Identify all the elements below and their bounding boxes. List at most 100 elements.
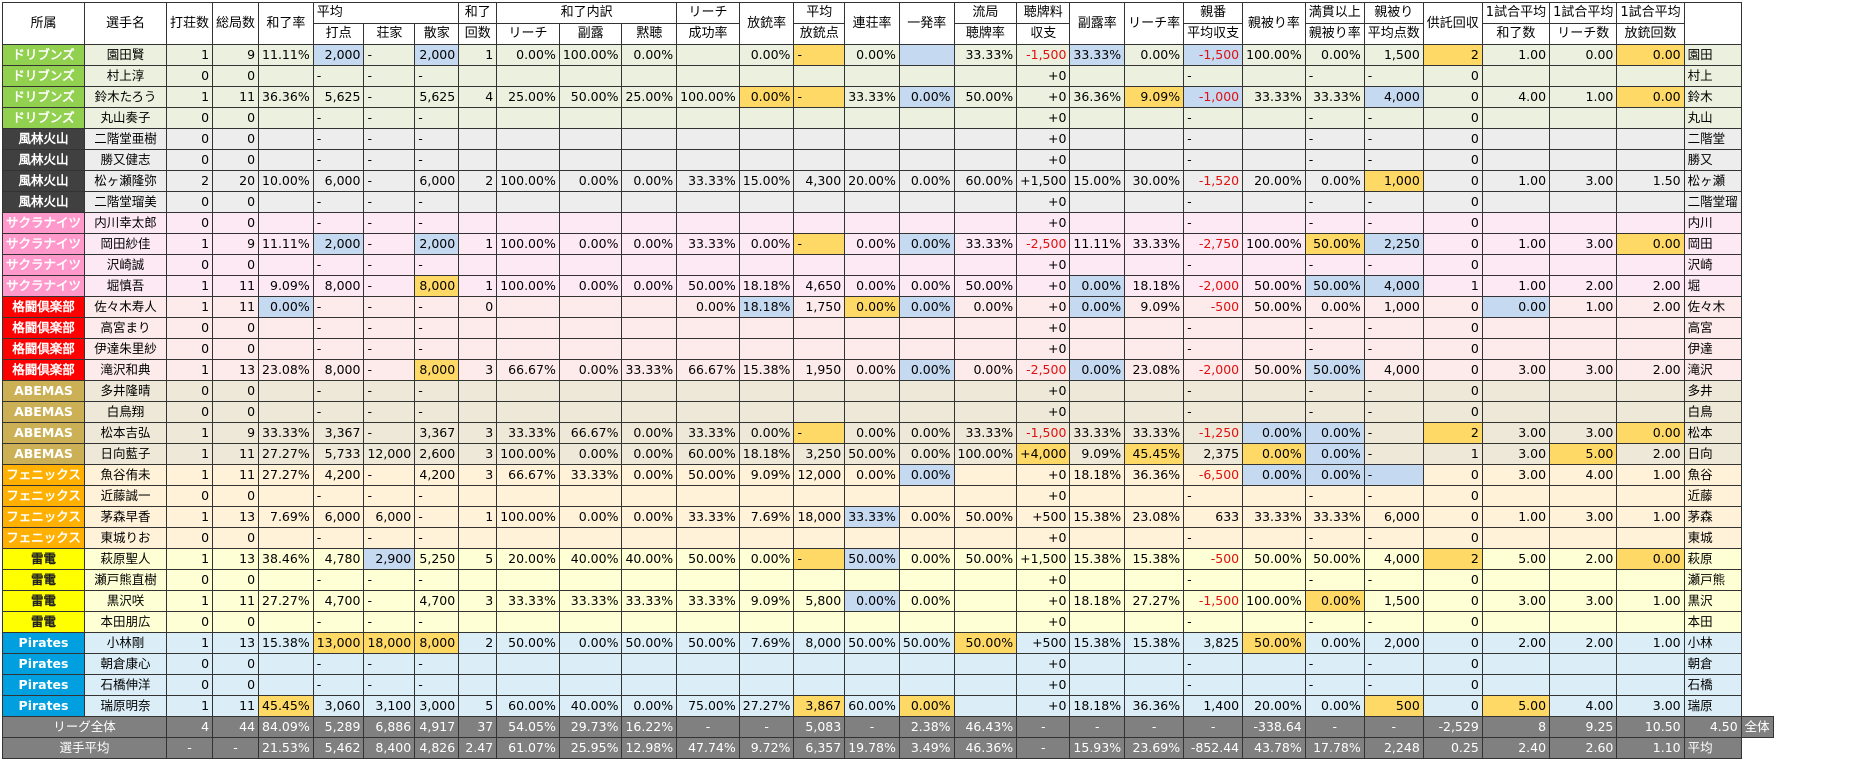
stat-cell[interactable]: 36.36% bbox=[1124, 464, 1185, 486]
stat-cell[interactable]: 50.00% bbox=[898, 632, 955, 654]
stat-cell[interactable]: 2.00 bbox=[1549, 548, 1618, 570]
stat-cell[interactable]: 1 bbox=[166, 86, 214, 108]
stat-cell[interactable]: 13,000 bbox=[312, 632, 365, 654]
stat-cell[interactable]: 11 bbox=[212, 464, 260, 486]
stat-cell[interactable] bbox=[1481, 65, 1551, 87]
header-cell[interactable]: 選手名 bbox=[84, 2, 168, 45]
stat-cell[interactable]: 3.00 bbox=[1549, 233, 1618, 255]
stat-cell[interactable]: 50.00% bbox=[676, 464, 740, 486]
stat-cell[interactable]: 0.00% bbox=[558, 170, 623, 192]
stat-cell[interactable]: 4,000 bbox=[1363, 548, 1424, 570]
stat-cell[interactable]: 0.00% bbox=[953, 359, 1018, 381]
stat-cell[interactable]: 1 bbox=[166, 233, 214, 255]
stat-cell[interactable]: 0 bbox=[1422, 170, 1483, 192]
stat-cell[interactable]: -500 bbox=[1183, 548, 1244, 570]
stat-cell[interactable]: - bbox=[363, 674, 416, 696]
stat-cell[interactable]: - bbox=[414, 527, 460, 549]
stat-cell[interactable] bbox=[458, 212, 498, 234]
stat-cell[interactable]: 0 bbox=[212, 338, 260, 360]
stat-cell[interactable]: 0.00% bbox=[898, 443, 955, 465]
totals-cell[interactable]: 61.07% bbox=[496, 737, 560, 759]
stat-cell[interactable]: - bbox=[1183, 149, 1244, 171]
stat-cell[interactable]: 1 bbox=[166, 296, 214, 318]
stat-cell[interactable] bbox=[1549, 485, 1618, 507]
stat-cell[interactable] bbox=[1069, 338, 1126, 360]
stat-cell[interactable]: 0 bbox=[166, 653, 214, 675]
stat-cell[interactable] bbox=[1549, 380, 1618, 402]
stat-cell[interactable]: - bbox=[1363, 401, 1424, 423]
stat-cell[interactable] bbox=[258, 401, 314, 423]
stat-cell[interactable]: +0 bbox=[1016, 128, 1071, 150]
stat-cell[interactable] bbox=[844, 653, 900, 675]
stat-cell[interactable] bbox=[496, 254, 560, 276]
stat-cell[interactable]: 0.00% bbox=[1242, 422, 1306, 444]
stat-cell[interactable]: 2.00 bbox=[1616, 296, 1685, 318]
player-name-cell[interactable]: 黒沢咲 bbox=[84, 590, 168, 612]
stat-cell[interactable]: 33.33% bbox=[1304, 506, 1365, 528]
stat-cell[interactable]: 40.00% bbox=[558, 695, 623, 717]
stat-cell[interactable]: 0 bbox=[1422, 296, 1483, 318]
stat-cell[interactable]: - bbox=[363, 359, 416, 381]
player-name-cell[interactable]: 村上淳 bbox=[84, 65, 168, 87]
team-cell[interactable]: フェニックス bbox=[1, 464, 86, 486]
stat-cell[interactable] bbox=[793, 338, 846, 360]
totals-cell[interactable]: - bbox=[844, 716, 900, 738]
totals-cell[interactable]: 25.95% bbox=[558, 737, 623, 759]
stat-cell[interactable]: - bbox=[1363, 254, 1424, 276]
stat-cell[interactable] bbox=[496, 569, 560, 591]
stat-cell[interactable]: 33.33% bbox=[1242, 86, 1306, 108]
stat-cell[interactable]: 0 bbox=[212, 611, 260, 633]
stat-cell[interactable] bbox=[496, 485, 560, 507]
stat-cell[interactable] bbox=[793, 254, 846, 276]
stat-cell[interactable]: 0 bbox=[212, 527, 260, 549]
stat-cell[interactable] bbox=[738, 527, 795, 549]
stat-cell[interactable]: 1,750 bbox=[793, 296, 846, 318]
stat-cell[interactable]: - bbox=[1183, 254, 1244, 276]
stat-cell[interactable] bbox=[1069, 149, 1126, 171]
short-name-cell[interactable]: 高宮 bbox=[1683, 317, 1742, 339]
stat-cell[interactable] bbox=[738, 611, 795, 633]
stat-cell[interactable] bbox=[558, 107, 623, 129]
totals-cell[interactable]: 4.50 bbox=[1683, 716, 1742, 738]
stat-cell[interactable]: 100.00% bbox=[676, 86, 740, 108]
player-name-cell[interactable]: 東城りお bbox=[84, 527, 168, 549]
player-name-cell[interactable]: 高宮まり bbox=[84, 317, 168, 339]
header-cell[interactable]: 回数 bbox=[458, 23, 498, 45]
stat-cell[interactable] bbox=[953, 401, 1018, 423]
stat-cell[interactable]: 0 bbox=[1422, 149, 1483, 171]
stat-cell[interactable] bbox=[793, 527, 846, 549]
stat-cell[interactable]: - bbox=[1304, 338, 1365, 360]
stat-cell[interactable]: 100.00% bbox=[496, 506, 560, 528]
totals-cell[interactable]: 37 bbox=[458, 716, 498, 738]
stat-cell[interactable]: 3.00 bbox=[1549, 422, 1618, 444]
team-cell[interactable]: ABEMAS bbox=[1, 443, 86, 465]
short-name-cell[interactable]: 丸山 bbox=[1683, 107, 1742, 129]
stat-cell[interactable]: 0.00 bbox=[1616, 44, 1685, 66]
stat-cell[interactable]: - bbox=[363, 380, 416, 402]
stat-cell[interactable] bbox=[621, 569, 678, 591]
stat-cell[interactable] bbox=[898, 674, 955, 696]
stat-cell[interactable]: 3.00 bbox=[1549, 359, 1618, 381]
totals-cell[interactable]: 19.78% bbox=[844, 737, 900, 759]
stat-cell[interactable] bbox=[898, 527, 955, 549]
totals-cell[interactable]: 2,248 bbox=[1363, 737, 1424, 759]
totals-label[interactable]: 選手平均 bbox=[1, 737, 168, 759]
stat-cell[interactable]: 9.09% bbox=[1069, 443, 1126, 465]
stat-cell[interactable] bbox=[1616, 107, 1685, 129]
stat-cell[interactable] bbox=[258, 317, 314, 339]
stat-cell[interactable]: 0 bbox=[1422, 107, 1483, 129]
stat-cell[interactable]: +0 bbox=[1016, 65, 1071, 87]
header-cell[interactable]: 副露 bbox=[558, 23, 623, 45]
short-name-cell[interactable]: 魚谷 bbox=[1683, 464, 1742, 486]
short-name-cell[interactable]: 松本 bbox=[1683, 422, 1742, 444]
stat-cell[interactable]: 3.00 bbox=[1481, 590, 1551, 612]
stat-cell[interactable]: 66.67% bbox=[558, 422, 623, 444]
header-cell[interactable]: 聴牌率 bbox=[953, 23, 1018, 45]
stat-cell[interactable]: 33.33% bbox=[676, 506, 740, 528]
stat-cell[interactable]: 27.27% bbox=[258, 464, 314, 486]
stat-cell[interactable]: 33.33% bbox=[1304, 86, 1365, 108]
team-cell[interactable]: ABEMAS bbox=[1, 380, 86, 402]
stat-cell[interactable] bbox=[793, 485, 846, 507]
stat-cell[interactable] bbox=[1124, 107, 1185, 129]
header-cell[interactable] bbox=[1683, 2, 1742, 45]
